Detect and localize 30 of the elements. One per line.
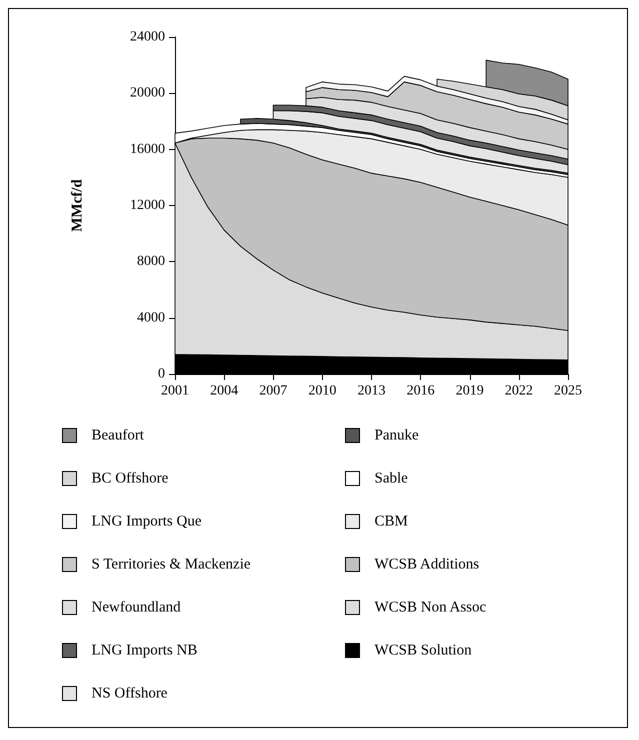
legend-label: Panuke — [374, 428, 419, 444]
x-tick-label: 2013 — [358, 384, 386, 398]
legend-label: S Territories & Mackenzie — [92, 556, 251, 572]
x-tick-label: 2025 — [554, 384, 582, 398]
legend-label: Beaufort — [92, 428, 145, 444]
x-tick-label: 2019 — [456, 384, 484, 398]
y-axis-title: MMcf/d — [70, 178, 86, 232]
y-tick-label: 12000 — [130, 198, 165, 213]
legend-label: CBM — [374, 514, 408, 530]
legend-label: BC Offshore — [92, 470, 169, 486]
y-tick-label: 4000 — [137, 310, 165, 326]
y-tick-label: 24000 — [130, 30, 165, 44]
legend-label: Sable — [374, 470, 408, 486]
x-tick-label: 2007 — [259, 384, 288, 398]
x-tick-label: 2010 — [308, 384, 336, 398]
legend-label: Newfoundland — [92, 600, 182, 616]
x-tick-label: 2001 — [161, 384, 189, 398]
y-tick-label: 16000 — [130, 142, 165, 157]
legend-label: WCSB Non Assoc — [374, 600, 487, 616]
x-tick-label: 2022 — [504, 384, 533, 398]
legend-label: WCSB Additions — [374, 556, 480, 572]
x-tick-label: 2016 — [406, 384, 435, 398]
legend-label: LNG Imports Que — [92, 514, 202, 530]
y-tick-label: 8000 — [137, 254, 165, 270]
y-tick-label: 0 — [158, 366, 165, 382]
y-tick-label: 20000 — [130, 86, 165, 101]
legend-label: NS Offshore — [92, 686, 168, 702]
legend-label: LNG Imports NB — [92, 642, 198, 658]
x-tick-label: 2004 — [210, 384, 238, 398]
legend-label: WCSB Solution — [374, 642, 472, 658]
